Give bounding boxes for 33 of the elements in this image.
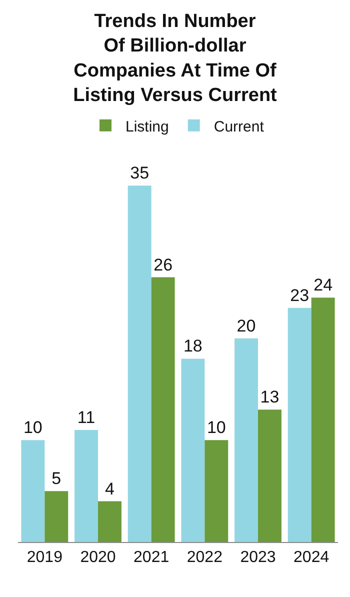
data-label: 10 <box>23 418 42 438</box>
data-label: 23 <box>290 286 310 305</box>
data-label: 26 <box>154 255 173 274</box>
data-label: 18 <box>183 336 202 356</box>
legend-label: Current <box>214 118 265 136</box>
bar <box>98 501 122 542</box>
x-tick-label: 2024 <box>294 549 330 566</box>
data-label: 20 <box>236 316 256 336</box>
x-tick-label: 2022 <box>186 549 223 566</box>
bar <box>288 308 312 542</box>
x-tick-label: 2020 <box>80 549 116 566</box>
bar <box>21 440 45 542</box>
data-label: 24 <box>314 276 333 295</box>
data-label: 35 <box>130 164 150 183</box>
data-label: 10 <box>206 418 226 438</box>
data-label: 5 <box>52 469 62 488</box>
x-tick-label: 2023 <box>240 549 276 566</box>
bar <box>311 298 335 542</box>
bar <box>234 338 258 542</box>
data-label: 13 <box>260 388 280 407</box>
x-tick-label: 2019 <box>26 549 63 566</box>
data-label: 11 <box>77 408 96 427</box>
data-label: 4 <box>105 479 114 498</box>
bar <box>44 491 68 542</box>
bar <box>204 440 228 542</box>
legend-label: Listing <box>126 118 169 136</box>
chart-title: Trends In Number Of Billion-dollar Companies At Time Of Listing Versus Current <box>73 10 278 106</box>
bar <box>74 430 98 542</box>
x-tick-label: 2021 <box>134 549 170 566</box>
bar <box>151 277 175 542</box>
bar <box>128 186 152 542</box>
bar <box>181 358 205 542</box>
bar <box>258 410 282 542</box>
